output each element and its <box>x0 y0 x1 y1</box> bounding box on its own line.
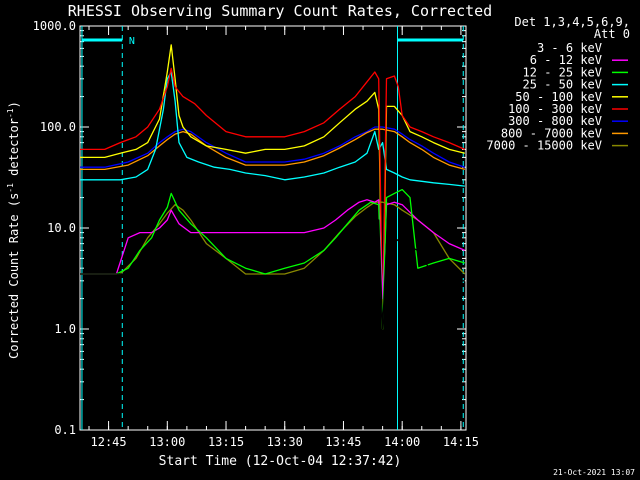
chart-title: RHESSI Observing Summary Count Rates, Co… <box>68 2 492 20</box>
legend-header-line-2: Att 0 <box>594 27 630 41</box>
series-line-2 <box>80 199 466 300</box>
y-tick-label: 10.0 <box>47 221 76 235</box>
legend-label-4: 25 - 50 keV <box>523 78 602 92</box>
series-line-5 <box>80 44 465 330</box>
y-tick-label: 100.0 <box>40 120 76 134</box>
series-line-7 <box>80 126 466 168</box>
plot-frame <box>79 25 467 431</box>
legend-label-3: 12 - 25 keV <box>523 65 602 79</box>
legend-label-6: 100 - 300 keV <box>508 102 602 116</box>
series-line-4 <box>80 71 465 187</box>
legend-label-2: 6 - 12 keV <box>530 53 602 67</box>
x-tick-label: 13:45 <box>325 435 361 449</box>
legend-label-9: 7000 - 15000 keV <box>486 139 602 153</box>
y-tick-label: 1.0 <box>54 322 76 336</box>
night-flag-label: N <box>129 36 135 47</box>
legend-label-1: 3 - 6 keV <box>537 41 602 55</box>
series-line-3 <box>80 188 465 330</box>
plot-area: 0.1 1.0 10.0 100.0 1000.0 12:45 13:00 13:15 13:3… <box>33 19 479 449</box>
x-tick-label: 13:30 <box>267 435 303 449</box>
series-line-8 <box>80 128 465 171</box>
legend-label-7: 300 - 800 keV <box>508 114 602 128</box>
footer-date: 21-Oct-2021 13:07 <box>553 468 635 477</box>
y-tick-label: 1000.0 <box>33 19 76 33</box>
x-tick-label: 13:15 <box>208 435 244 449</box>
legend-label-8: 800 - 7000 keV <box>501 126 602 140</box>
legend-header-line-1: Det 1,3,4,5,6,9, <box>514 15 630 29</box>
x-tick-label: 13:00 <box>149 435 185 449</box>
series-line-1 <box>80 215 465 330</box>
y-tick-label: 0.1 <box>54 423 76 437</box>
series-line-9 <box>80 201 466 275</box>
legend-label-5: 50 - 100 keV <box>515 90 602 104</box>
x-axis-label: Start Time (12-Oct-04 12:37:42) <box>159 454 402 469</box>
x-tick-label: 14:00 <box>384 435 420 449</box>
series-line-6 <box>80 67 466 322</box>
y-axis-label: Corrected Count Rate (s-1 detector-1) <box>6 101 21 359</box>
x-tick-label: 12:45 <box>91 435 127 449</box>
x-tick-label: 14:15 <box>443 435 479 449</box>
